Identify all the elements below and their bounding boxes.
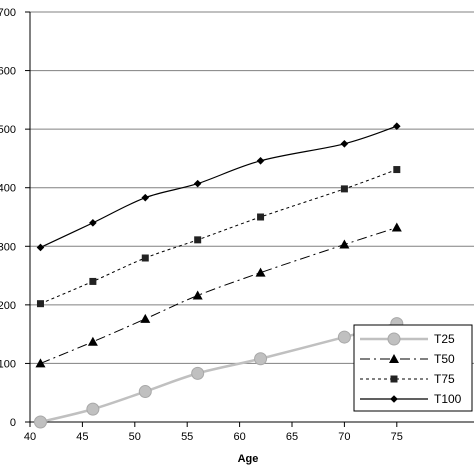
y-tick-label: 400 xyxy=(0,183,16,195)
x-axis-label: Age xyxy=(238,453,259,465)
data-point-t100 xyxy=(36,243,45,252)
data-point-t100 xyxy=(193,179,202,188)
x-tick-label: 60 xyxy=(233,431,245,443)
data-point-t75 xyxy=(141,254,149,262)
gridlines xyxy=(30,11,474,364)
legend-label-t50: T50 xyxy=(434,352,455,366)
legend-marker-t50 xyxy=(389,354,399,363)
data-point-t50 xyxy=(87,336,98,346)
data-point-t75 xyxy=(194,236,202,244)
legend-label-t25: T25 xyxy=(434,332,455,346)
data-point-t50 xyxy=(339,239,350,249)
data-point-t75 xyxy=(89,277,97,285)
x-tick-label: 50 xyxy=(129,431,141,443)
y-tick-label: 500 xyxy=(0,124,16,136)
x-tick-label: 65 xyxy=(286,431,298,443)
data-point-t100 xyxy=(340,139,349,148)
data-point-t50 xyxy=(140,313,151,323)
x-tick-label: 45 xyxy=(76,431,88,443)
data-point-t50 xyxy=(192,290,203,300)
data-point-t100 xyxy=(393,122,401,131)
data-point-t50 xyxy=(391,222,402,232)
legend-marker-t25 xyxy=(387,332,401,346)
y-tick-label: 300 xyxy=(0,241,16,253)
legend-label-t75: T75 xyxy=(434,372,455,386)
x-tick-labels: 40 45 50 55 60 65 70 75 xyxy=(24,431,403,443)
data-point-t25 xyxy=(337,330,351,344)
data-point-t25 xyxy=(86,402,100,416)
y-tick-labels: 0 100 200 300 400 500 600 700 xyxy=(0,7,16,429)
data-point-t25 xyxy=(138,385,152,399)
axes xyxy=(25,11,474,427)
series-markers xyxy=(33,122,404,429)
data-point-t100 xyxy=(89,219,97,227)
y-tick-label: 100 xyxy=(0,358,16,370)
x-tick-label: 40 xyxy=(24,431,36,443)
y-tick-label: 200 xyxy=(0,300,16,312)
data-point-t25 xyxy=(33,415,47,429)
series-lines xyxy=(40,125,398,424)
legend-marker-t75 xyxy=(390,375,398,383)
data-point-t50 xyxy=(255,267,266,277)
legend-label-t100: T100 xyxy=(434,392,462,406)
data-point-t50 xyxy=(35,358,46,368)
data-point-t75 xyxy=(257,213,265,221)
data-point-t75 xyxy=(36,300,44,308)
data-point-t75 xyxy=(340,185,348,193)
y-tick-label: 0 xyxy=(10,417,16,429)
data-point-t100 xyxy=(141,193,150,202)
x-tick-label: 75 xyxy=(391,431,403,443)
data-point-t25 xyxy=(254,352,268,366)
x-tick-label: 70 xyxy=(338,431,350,443)
x-tick-label: 55 xyxy=(181,431,193,443)
legend: T25 T50 T75 T100 xyxy=(353,324,473,412)
data-point-t25 xyxy=(191,366,205,380)
y-tick-label: 700 xyxy=(0,7,16,19)
y-tick-label: 600 xyxy=(0,66,16,78)
data-point-t75 xyxy=(393,166,401,174)
data-point-t100 xyxy=(256,156,265,165)
legend-marker-t100 xyxy=(390,395,398,403)
